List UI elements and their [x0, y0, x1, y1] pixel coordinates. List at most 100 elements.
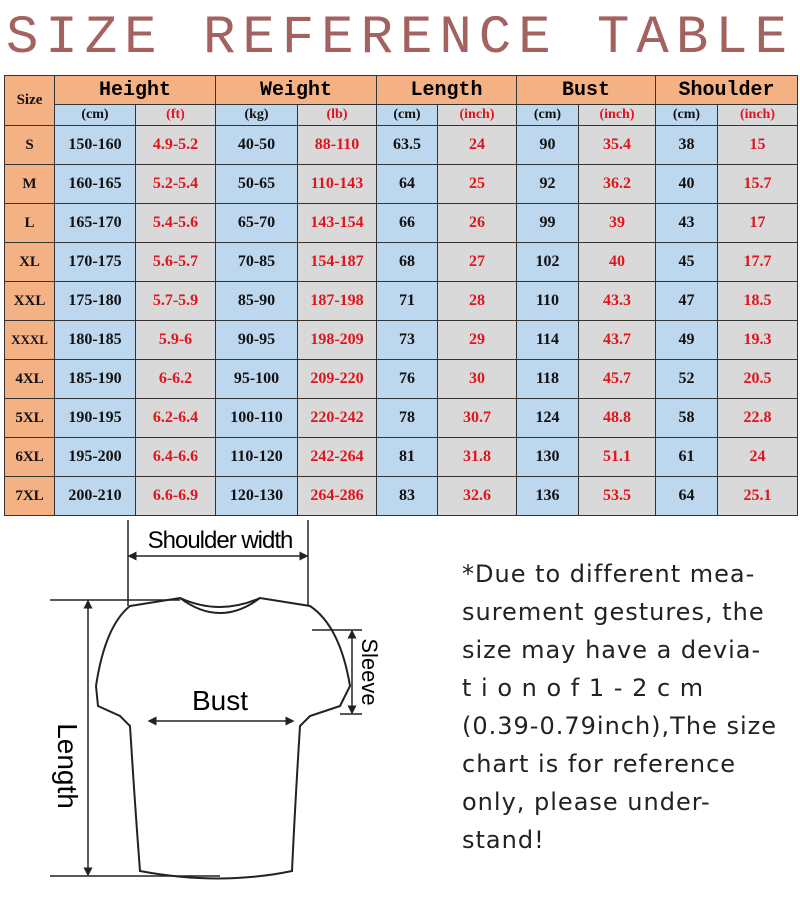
- value-cell: 47: [655, 281, 718, 321]
- note-line: t i o n o f 1 - 2 c m: [462, 674, 705, 702]
- value-cell: 17: [717, 203, 798, 243]
- value-cell: 30.7: [437, 398, 517, 438]
- value-cell: 264-286: [297, 476, 377, 516]
- value-cell: 50-65: [215, 164, 298, 204]
- value-cell: 175-180: [54, 281, 136, 321]
- value-cell: 5.2-5.4: [135, 164, 216, 204]
- value-cell: 99: [516, 203, 579, 243]
- value-cell: 28: [437, 281, 517, 321]
- group-header: Shoulder: [655, 75, 798, 105]
- unit-header: (ft): [135, 104, 216, 126]
- value-cell: 31.8: [437, 437, 517, 477]
- unit-header: (inch): [437, 104, 517, 126]
- value-cell: 200-210: [54, 476, 136, 516]
- unit-header: (inch): [717, 104, 798, 126]
- value-cell: 40: [655, 164, 718, 204]
- size-header: Size: [4, 75, 55, 126]
- value-cell: 35.4: [578, 125, 656, 165]
- value-cell: 61: [655, 437, 718, 477]
- value-cell: 40: [578, 242, 656, 282]
- value-cell: 25: [437, 164, 517, 204]
- size-cell: M: [4, 164, 55, 204]
- value-cell: 220-242: [297, 398, 377, 438]
- value-cell: 143-154: [297, 203, 377, 243]
- note-line: size may have a devia-: [462, 636, 762, 664]
- unit-header: (cm): [54, 104, 136, 126]
- size-cell: XL: [4, 242, 55, 282]
- value-cell: 5.6-5.7: [135, 242, 216, 282]
- value-cell: 130: [516, 437, 579, 477]
- value-cell: 43.7: [578, 320, 656, 360]
- value-cell: 52: [655, 359, 718, 399]
- value-cell: 27: [437, 242, 517, 282]
- value-cell: 15.7: [717, 164, 798, 204]
- value-cell: 6-6.2: [135, 359, 216, 399]
- sleeve-label: Sleeve: [357, 638, 382, 705]
- value-cell: 95-100: [215, 359, 298, 399]
- value-cell: 43: [655, 203, 718, 243]
- value-cell: 38: [655, 125, 718, 165]
- tshirt-diagram: Shoulder width Bust Sleeve Length: [50, 520, 382, 880]
- value-cell: 6.2-6.4: [135, 398, 216, 438]
- value-cell: 29: [437, 320, 517, 360]
- table-row: L 165-170 5.4-5.6 65-70 143-154 66 26 99 39 43 17: [4, 203, 798, 243]
- unit-header: (cm): [376, 104, 438, 126]
- value-cell: 70-85: [215, 242, 298, 282]
- table-row: XL 170-175 5.6-5.7 70-85 154-187 68 27 102 40 45 1…: [4, 242, 798, 282]
- value-cell: 114: [516, 320, 579, 360]
- value-cell: 20.5: [717, 359, 798, 399]
- note-line: only, please under-: [462, 788, 711, 816]
- unit-header: (inch): [578, 104, 656, 126]
- value-cell: 90-95: [215, 320, 298, 360]
- value-cell: 71: [376, 281, 438, 321]
- value-cell: 90: [516, 125, 579, 165]
- unit-header: (cm): [655, 104, 718, 126]
- note-line: stand!: [462, 826, 545, 854]
- size-cell: 6XL: [4, 437, 55, 477]
- table-row: XXXL 180-185 5.9-6 90-95 198-209 73 29 114 43.7 4…: [4, 320, 798, 360]
- table-row: XXL 175-180 5.7-5.9 85-90 187-198 71 28 110 43.3…: [4, 281, 798, 321]
- disclaimer-note: *Due to different mea-surement gestures,…: [462, 555, 776, 859]
- size-cell: XXL: [4, 281, 55, 321]
- note-line: *Due to different mea-: [462, 560, 756, 588]
- value-cell: 19.3: [717, 320, 798, 360]
- size-table: Size Height Weight Length Bust Shoulder (cm)(…: [4, 75, 798, 516]
- value-cell: 5.4-5.6: [135, 203, 216, 243]
- value-cell: 187-198: [297, 281, 377, 321]
- value-cell: 242-264: [297, 437, 377, 477]
- value-cell: 40-50: [215, 125, 298, 165]
- value-cell: 190-195: [54, 398, 136, 438]
- group-header: Bust: [516, 75, 656, 105]
- value-cell: 6.4-6.6: [135, 437, 216, 477]
- unit-header: (lb): [297, 104, 377, 126]
- value-cell: 73: [376, 320, 438, 360]
- value-cell: 136: [516, 476, 579, 516]
- value-cell: 92: [516, 164, 579, 204]
- size-cell: S: [4, 125, 55, 165]
- value-cell: 195-200: [54, 437, 136, 477]
- group-header: Length: [376, 75, 517, 105]
- value-cell: 32.6: [437, 476, 517, 516]
- value-cell: 24: [717, 437, 798, 477]
- value-cell: 53.5: [578, 476, 656, 516]
- value-cell: 4.9-5.2: [135, 125, 216, 165]
- value-cell: 51.1: [578, 437, 656, 477]
- value-cell: 154-187: [297, 242, 377, 282]
- value-cell: 110-120: [215, 437, 298, 477]
- length-label: Length: [52, 723, 83, 809]
- size-cell: 7XL: [4, 476, 55, 516]
- value-cell: 22.8: [717, 398, 798, 438]
- bust-label: Bust: [192, 685, 248, 716]
- value-cell: 18.5: [717, 281, 798, 321]
- value-cell: 160-165: [54, 164, 136, 204]
- value-cell: 49: [655, 320, 718, 360]
- value-cell: 118: [516, 359, 579, 399]
- value-cell: 165-170: [54, 203, 136, 243]
- size-cell: 4XL: [4, 359, 55, 399]
- group-header: Weight: [215, 75, 377, 105]
- tshirt-outline: [94, 596, 352, 880]
- size-cell: XXXL: [4, 320, 55, 360]
- table-row: 4XL 185-190 6-6.2 95-100 209-220 76 30 118 45.7 5…: [4, 359, 798, 399]
- group-header: Height: [54, 75, 216, 105]
- value-cell: 83: [376, 476, 438, 516]
